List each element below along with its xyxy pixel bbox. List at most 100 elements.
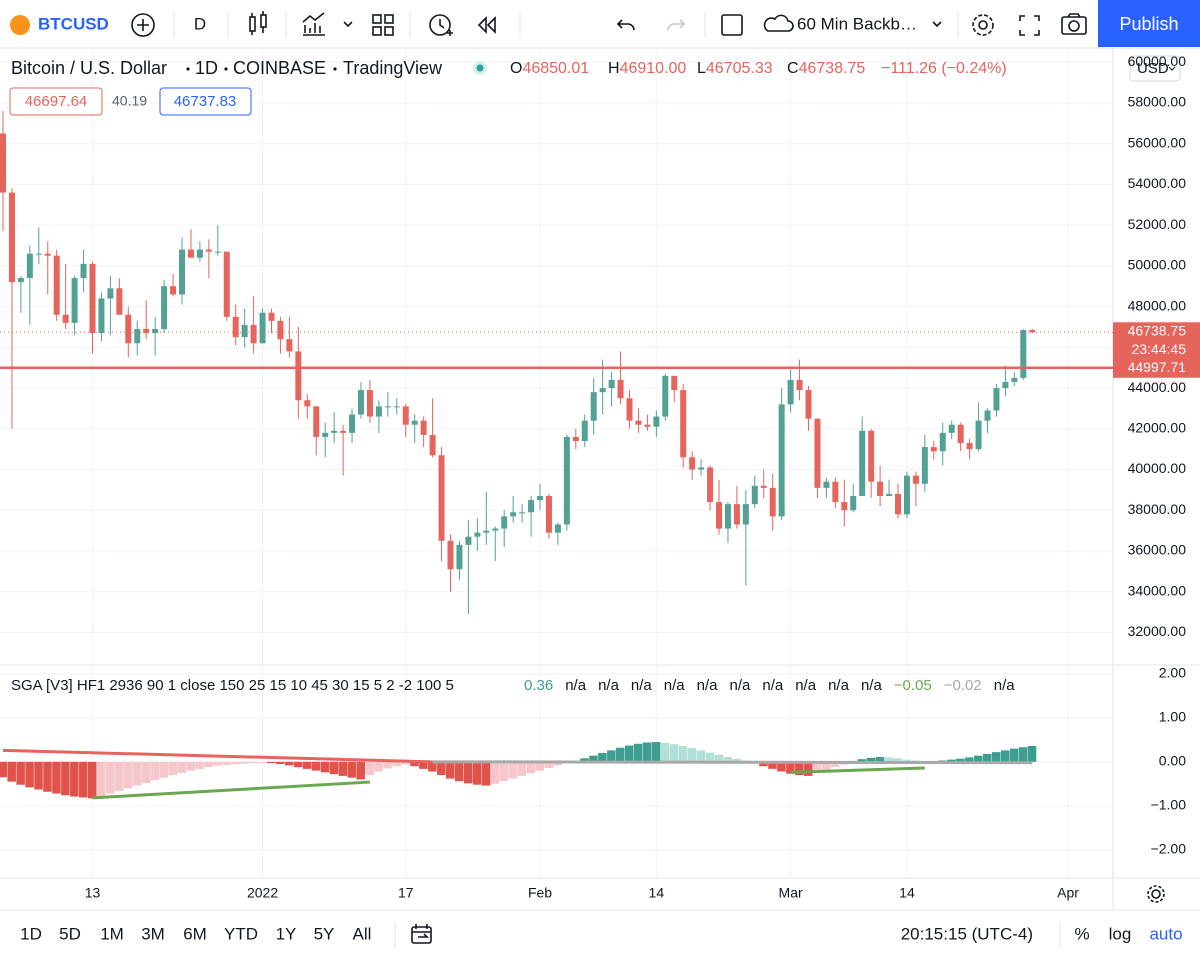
- histogram-bar: [70, 761, 79, 797]
- x-tick-label: 17: [398, 885, 414, 901]
- histogram-bar: [490, 761, 500, 784]
- histogram-bar: [804, 761, 813, 776]
- histogram-bar: [777, 761, 786, 772]
- histogram-bar: [195, 761, 204, 769]
- range-button[interactable]: 1D: [20, 924, 42, 943]
- histogram-bar: [114, 761, 124, 791]
- histogram-bar: [696, 750, 706, 762]
- candle-body: [724, 504, 731, 529]
- candle-body: [850, 495, 857, 511]
- publish-label[interactable]: Publish: [1119, 14, 1178, 34]
- ask-box[interactable]: [159, 87, 252, 116]
- plot: [0, 111, 1113, 800]
- screenshot[interactable]: [1061, 13, 1087, 35]
- range-button[interactable]: 1Y: [276, 924, 297, 943]
- candle-body: [134, 329, 141, 344]
- bid[interactable]: 46697.64: [25, 93, 88, 110]
- symbol[interactable]: BTCUSD: [38, 14, 109, 33]
- histogram-bar: [132, 761, 142, 786]
- histogram-bar: [356, 761, 365, 780]
- histogram-bar: [651, 742, 661, 762]
- candle-body: [393, 406, 400, 408]
- candle-body: [501, 516, 508, 529]
- axis-settings[interactable]: [1147, 885, 1165, 903]
- alert[interactable]: [429, 14, 453, 36]
- candle-body: [313, 406, 320, 437]
- candle-body: [384, 406, 391, 408]
- histogram-bar: [893, 758, 902, 762]
- range-button[interactable]: YTD: [224, 924, 258, 943]
- percent-toggle[interactable]: %: [1074, 924, 1089, 943]
- histogram-bar: [302, 761, 312, 769]
- histogram-bar: [419, 761, 428, 769]
- histogram-bar: [177, 761, 186, 773]
- candle-body: [456, 544, 463, 570]
- auto-toggle[interactable]: auto: [1149, 924, 1182, 943]
- histogram-bar: [320, 761, 330, 773]
- histogram-bar: [204, 761, 213, 768]
- candle-body: [35, 253, 42, 255]
- clock[interactable]: 20:15:15 (UTC-4): [901, 924, 1033, 943]
- publish-button[interactable]: [1098, 0, 1200, 47]
- indicator-values: 0.36 n/a n/a n/a n/a n/a n/a n/a n/a n/a n/a −0.05−…: [524, 677, 1015, 694]
- histogram-bar: [43, 761, 52, 792]
- histogram-bar: [34, 761, 43, 790]
- histogram-bar: [311, 761, 321, 771]
- candle-body: [304, 400, 311, 407]
- rectangle-tool[interactable]: [721, 14, 743, 36]
- histogram-bar: [150, 761, 160, 781]
- candle-body: [286, 339, 293, 352]
- range-button[interactable]: All: [353, 924, 372, 943]
- candle-body: [796, 379, 803, 391]
- y-tick-label: 34000.00: [1128, 582, 1187, 598]
- y-tick-label: 58000.00: [1128, 94, 1187, 110]
- candle-body: [62, 314, 69, 323]
- undo[interactable]: [616, 19, 635, 31]
- range-button[interactable]: 6M: [183, 924, 207, 943]
- histogram-bar: [965, 757, 974, 762]
- candle-body: [671, 375, 678, 391]
- interval[interactable]: D: [194, 14, 206, 33]
- goto-date[interactable]: [411, 924, 432, 944]
- candle-body: [742, 504, 749, 525]
- histogram-bar: [526, 761, 536, 774]
- layouts[interactable]: [372, 14, 394, 36]
- indicators[interactable]: [302, 12, 353, 36]
- indicator-value: n/a: [565, 677, 587, 694]
- legend-source: TradingView: [343, 58, 443, 78]
- y-tick-label: −2.00: [1151, 841, 1187, 857]
- histogram-bar: [275, 761, 285, 765]
- range-button[interactable]: 5Y: [314, 924, 335, 943]
- bottom-bar: 20:15:15 (UTC-4) % log auto 1D 5D 1M 3M 6M YT…: [20, 885, 1183, 948]
- y-tick-label: 50000.00: [1128, 257, 1187, 273]
- candle-body: [375, 406, 382, 417]
- currency-button[interactable]: [1129, 55, 1181, 82]
- price-label-box: [1113, 358, 1200, 378]
- histogram-bar: [759, 761, 768, 767]
- histogram-bar: [875, 756, 885, 762]
- range-button[interactable]: 1M: [100, 924, 124, 943]
- range-button[interactable]: 5D: [59, 924, 81, 943]
- legend-title: Bitcoin / U.S. Dollar: [11, 58, 167, 78]
- bid-box[interactable]: [9, 87, 103, 116]
- candle-body: [912, 475, 919, 484]
- candle-body: [26, 253, 33, 279]
- x-tick-label: 14: [899, 885, 915, 901]
- layout-name[interactable]: 60 Min Backb…: [797, 14, 917, 33]
- fullscreen[interactable]: [1019, 15, 1040, 36]
- candle-body: [707, 467, 714, 503]
- range-button[interactable]: 3M: [141, 924, 165, 943]
- candle-body: [921, 447, 928, 484]
- chart-type[interactable]: [249, 11, 267, 35]
- candle-body: [823, 481, 830, 488]
- histogram-bar: [213, 761, 222, 766]
- layout-menu[interactable]: [932, 21, 942, 28]
- replay[interactable]: [477, 16, 496, 34]
- ask[interactable]: 46737.83: [174, 93, 237, 110]
- add-symbol[interactable]: [131, 13, 155, 37]
- log-toggle[interactable]: log: [1109, 924, 1132, 943]
- candle-body: [608, 379, 615, 389]
- currency[interactable]: USD: [1137, 60, 1169, 77]
- candle-body: [644, 424, 651, 427]
- settings[interactable]: [972, 14, 994, 36]
